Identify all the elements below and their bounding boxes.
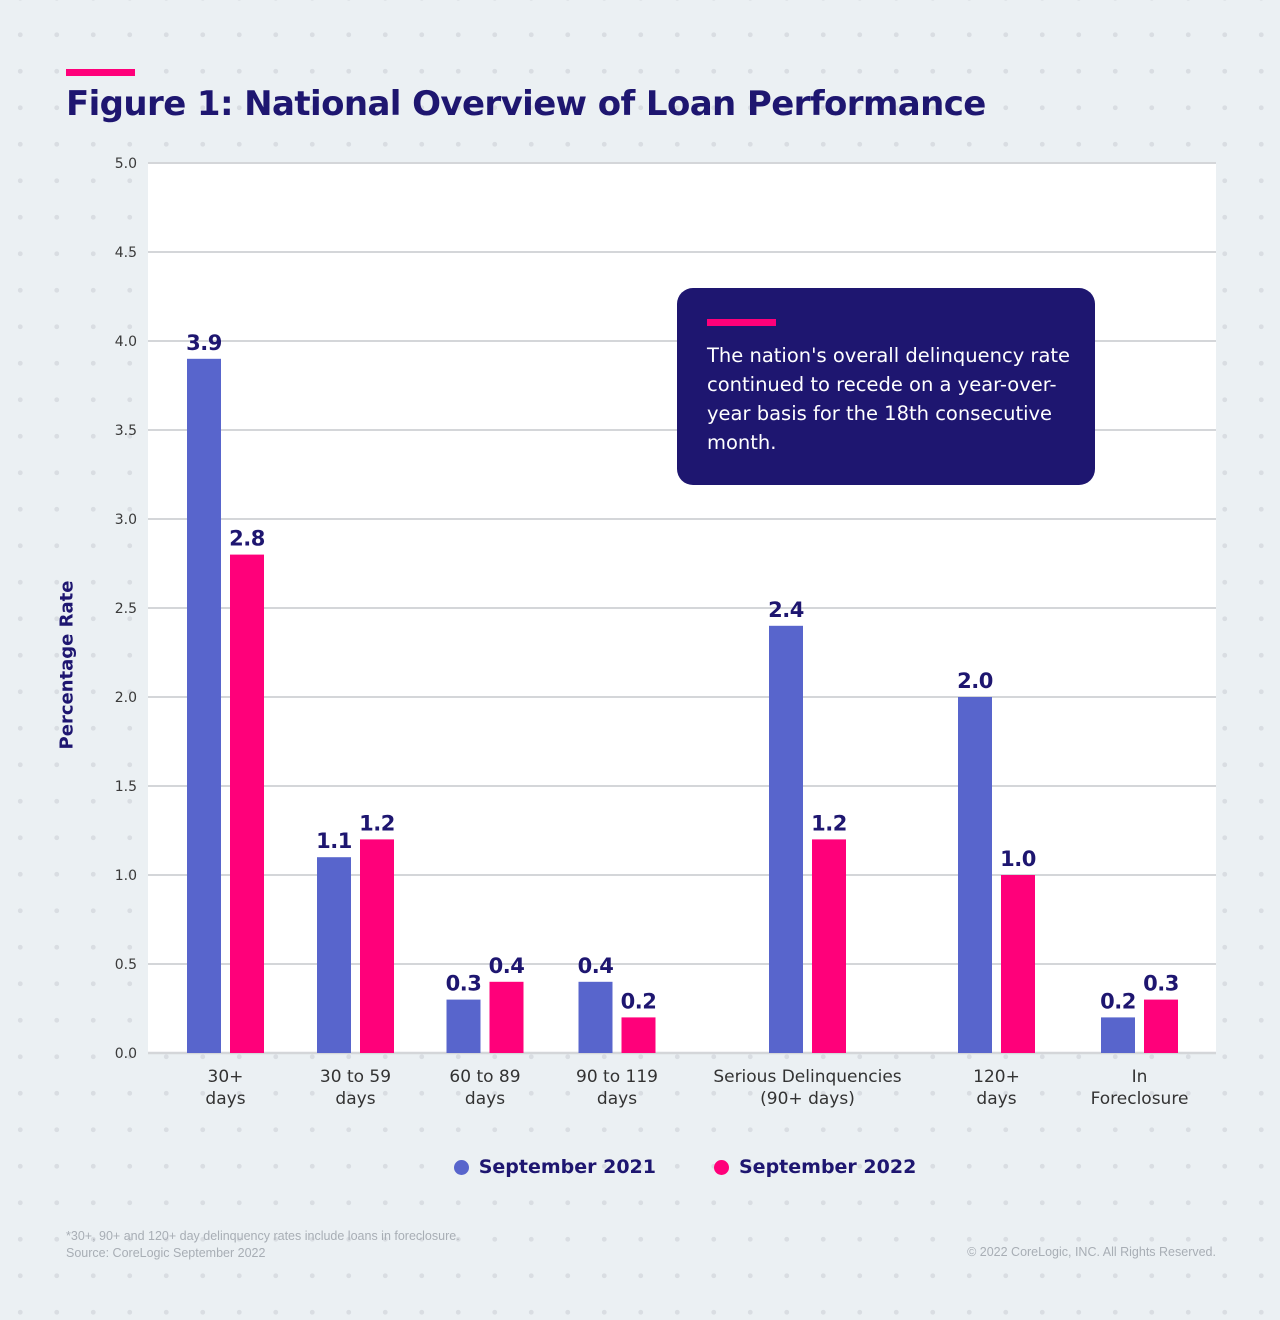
x-category-label-line: 120+ [973, 1067, 1020, 1087]
footnote-source: Source: CoreLogic September 2022 [66, 1246, 266, 1260]
bar-value-label: 3.9 [186, 331, 222, 355]
x-category-label-line: In [1132, 1067, 1148, 1087]
x-category-label-line: 30 to 59 [320, 1067, 391, 1087]
annotation-callout: The nation's overall delinquency rate co… [677, 288, 1095, 485]
x-category-label: 30 to 59 days [320, 1067, 391, 1109]
bar-value-label: 1.1 [316, 829, 352, 853]
bar-sept-2021 [769, 625, 803, 1053]
x-category-label-line: Serious Delinquencies [713, 1067, 901, 1087]
y-tick-label: 4.5 [115, 245, 137, 261]
x-category-label-line: days [205, 1089, 245, 1109]
bar-sept-2022 [621, 1017, 656, 1053]
legend-item-2021: September 2021 [453, 1156, 656, 1178]
footnote-line-1: *30+, 90+ and 120+ day delinquency rates… [66, 1229, 460, 1243]
bar-sept-2022 [1144, 999, 1178, 1053]
y-tick-label: 4.0 [115, 334, 137, 350]
bar-value-label: 0.4 [489, 954, 525, 978]
legend-label-2022: September 2022 [739, 1156, 917, 1178]
bar-value-label: 0.3 [1143, 972, 1179, 996]
bar-sept-2022 [230, 554, 264, 1053]
chart-title: Figure 1: National Overview of Loan Perf… [66, 84, 986, 124]
y-axis-label: Percentage Rate [56, 580, 78, 750]
x-category-label: Serious Delinquencies (90+ days) [713, 1067, 901, 1109]
x-category-label-line: days [465, 1089, 505, 1109]
callout-text: The nation's overall delinquency rate co… [707, 344, 1071, 454]
y-tick-label: 1.5 [115, 779, 137, 795]
y-tick-label: 3.5 [115, 423, 137, 439]
bar-value-label: 2.0 [957, 669, 993, 693]
x-category-label-line: 90 to 119 [576, 1067, 658, 1087]
x-category-label-line: days [976, 1089, 1016, 1109]
bar-value-label: 0.3 [446, 972, 482, 996]
x-category-label: 120+ days [973, 1067, 1020, 1109]
y-tick-label: 5.0 [115, 156, 137, 172]
bar-sept-2021 [578, 981, 613, 1053]
x-category-label-line: days [335, 1089, 375, 1109]
y-tick-label: 2.5 [115, 601, 137, 617]
copyright: © 2022 CoreLogic, INC. All Rights Reserv… [967, 1245, 1216, 1259]
bar-sept-2022 [489, 981, 524, 1053]
x-category-label: 90 to 119 days [576, 1067, 658, 1109]
y-tick-label: 0.0 [115, 1046, 137, 1062]
legend-label-2021: September 2021 [478, 1156, 656, 1178]
bar-sept-2021 [446, 999, 481, 1053]
bar-value-label: 0.2 [621, 989, 657, 1013]
x-category-label: 60 to 89 days [449, 1067, 520, 1109]
bar-sept-2022 [812, 839, 846, 1053]
bar-sept-2022 [360, 839, 394, 1053]
legend-item-2022: September 2022 [714, 1156, 916, 1178]
x-category-label-line: 30+ [208, 1067, 244, 1087]
x-category-label-line: 60 to 89 [449, 1067, 520, 1087]
x-category-label: 30+ days [205, 1067, 245, 1109]
legend: September 2021 September 2022 [0, 1156, 1280, 1178]
callout-accent-bar [707, 319, 776, 326]
x-category-label-line: (90+ days) [760, 1089, 855, 1109]
y-tick-label: 0.5 [115, 957, 137, 973]
bar-value-label: 1.0 [1000, 847, 1036, 871]
y-tick-label: 1.0 [115, 868, 137, 884]
y-tick-label: 3.0 [115, 512, 137, 528]
bar-value-label: 2.8 [229, 527, 265, 551]
bar-value-label: 2.4 [768, 598, 804, 622]
bar-value-label: 1.2 [359, 811, 395, 835]
legend-dot-2021-icon [453, 1159, 469, 1175]
bar-sept-2022 [1001, 875, 1035, 1053]
footnote: *30+, 90+ and 120+ day delinquency rates… [66, 1228, 460, 1262]
bar-sept-2021 [187, 358, 221, 1053]
title-accent-bar [66, 69, 135, 76]
bar-value-label: 1.2 [811, 811, 847, 835]
bar-sept-2021 [317, 857, 351, 1053]
bar-sept-2021 [1101, 1017, 1135, 1053]
bar-sept-2021 [958, 697, 992, 1053]
x-category-label-line: days [597, 1089, 637, 1109]
bar-value-label: 0.4 [578, 954, 614, 978]
y-tick-label: 2.0 [115, 690, 137, 706]
x-category-label: In Foreclosure [1091, 1067, 1189, 1109]
bar-value-label: 0.2 [1100, 989, 1136, 1013]
legend-dot-2022-icon [714, 1159, 729, 1175]
x-category-label-line: Foreclosure [1091, 1089, 1189, 1109]
